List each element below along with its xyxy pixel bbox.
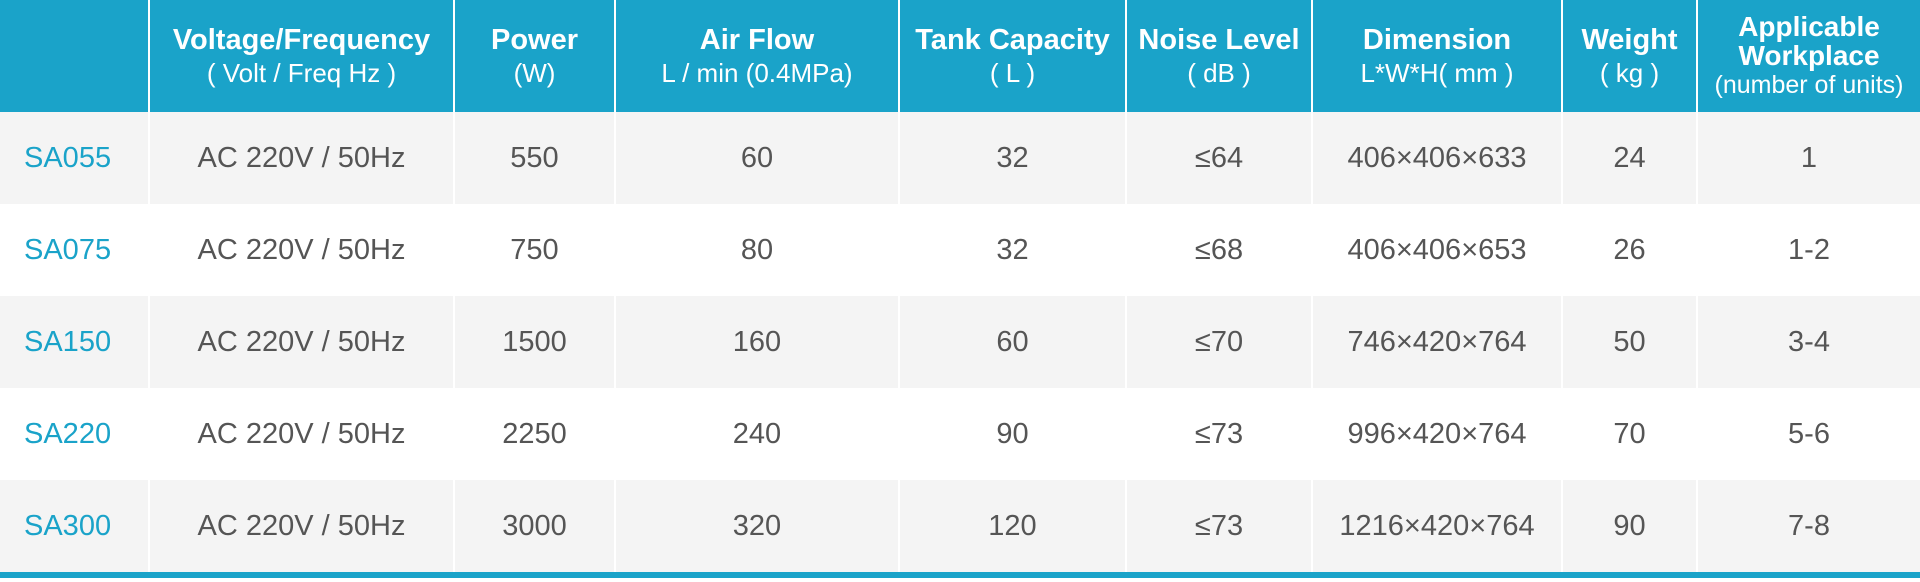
header-weight: Weight ( kg ) <box>1562 0 1698 112</box>
table-row: SA150 AC 220V / 50Hz 1500 160 60 ≤70 746… <box>0 296 1920 388</box>
cell-power: 1500 <box>454 296 616 388</box>
cell-tank: 60 <box>899 296 1127 388</box>
header-workplace: Applicable Workplace (number of units) <box>1697 0 1920 112</box>
cell-weight: 26 <box>1562 204 1698 296</box>
cell-power: 2250 <box>454 388 616 480</box>
cell-model: SA150 <box>0 296 150 388</box>
table-row: SA075 AC 220V / 50Hz 750 80 32 ≤68 406×4… <box>0 204 1920 296</box>
cell-workplace: 7-8 <box>1697 480 1920 572</box>
header-voltage-title: Voltage/Frequency <box>172 24 431 56</box>
header-noise: Noise Level ( dB ) <box>1126 0 1313 112</box>
cell-airflow: 320 <box>615 480 900 572</box>
header-voltage: Voltage/Frequency ( Volt / Freq Hz ) <box>149 0 455 112</box>
header-airflow-title: Air Flow <box>699 24 815 56</box>
header-airflow: Air Flow L / min (0.4MPa) <box>615 0 900 112</box>
table-row: SA055 AC 220V / 50Hz 550 60 32 ≤64 406×4… <box>0 112 1920 204</box>
bottom-divider <box>0 572 1920 578</box>
cell-voltage: AC 220V / 50Hz <box>149 388 455 480</box>
cell-dimension: 406×406×653 <box>1312 204 1563 296</box>
cell-workplace: 1-2 <box>1697 204 1920 296</box>
header-row: Voltage/Frequency ( Volt / Freq Hz ) Pow… <box>0 0 1920 112</box>
header-workplace-unit: (number of units) <box>1714 71 1904 100</box>
cell-noise: ≤73 <box>1126 480 1313 572</box>
cell-power: 3000 <box>454 480 616 572</box>
cell-weight: 50 <box>1562 296 1698 388</box>
header-tank-title: Tank Capacity <box>915 24 1110 56</box>
cell-model: SA055 <box>0 112 150 204</box>
table-row: SA220 AC 220V / 50Hz 2250 240 90 ≤73 996… <box>0 388 1920 480</box>
cell-weight: 70 <box>1562 388 1698 480</box>
cell-airflow: 80 <box>615 204 900 296</box>
cell-dimension: 406×406×633 <box>1312 112 1563 204</box>
header-tank-unit: ( L ) <box>989 57 1036 88</box>
cell-voltage: AC 220V / 50Hz <box>149 112 455 204</box>
header-power-unit: (W) <box>513 57 556 88</box>
cell-dimension: 996×420×764 <box>1312 388 1563 480</box>
header-voltage-unit: ( Volt / Freq Hz ) <box>206 57 397 88</box>
cell-workplace: 3-4 <box>1697 296 1920 388</box>
cell-model: SA075 <box>0 204 150 296</box>
header-airflow-unit: L / min (0.4MPa) <box>661 57 853 88</box>
cell-noise: ≤73 <box>1126 388 1313 480</box>
header-workplace-title: Applicable Workplace <box>1738 10 1880 71</box>
cell-power: 550 <box>454 112 616 204</box>
cell-tank: 90 <box>899 388 1127 480</box>
header-weight-unit: ( kg ) <box>1599 57 1660 88</box>
cell-airflow: 160 <box>615 296 900 388</box>
cell-noise: ≤68 <box>1126 204 1313 296</box>
cell-weight: 24 <box>1562 112 1698 204</box>
header-power-title: Power <box>490 24 579 56</box>
table-row: SA300 AC 220V / 50Hz 3000 320 120 ≤73 12… <box>0 480 1920 572</box>
cell-power: 750 <box>454 204 616 296</box>
cell-airflow: 240 <box>615 388 900 480</box>
cell-weight: 90 <box>1562 480 1698 572</box>
cell-dimension: 1216×420×764 <box>1312 480 1563 572</box>
header-dimension-unit: L*W*H( mm ) <box>1360 57 1514 88</box>
cell-voltage: AC 220V / 50Hz <box>149 296 455 388</box>
cell-tank: 32 <box>899 112 1127 204</box>
header-dimension: Dimension L*W*H( mm ) <box>1312 0 1563 112</box>
header-dimension-title: Dimension <box>1362 24 1512 56</box>
cell-noise: ≤64 <box>1126 112 1313 204</box>
cell-voltage: AC 220V / 50Hz <box>149 204 455 296</box>
header-tank: Tank Capacity ( L ) <box>899 0 1127 112</box>
header-model <box>0 0 150 112</box>
cell-model: SA220 <box>0 388 150 480</box>
header-noise-unit: ( dB ) <box>1187 57 1251 88</box>
header-noise-title: Noise Level <box>1138 24 1300 56</box>
header-power: Power (W) <box>454 0 616 112</box>
cell-airflow: 60 <box>615 112 900 204</box>
cell-workplace: 5-6 <box>1697 388 1920 480</box>
cell-noise: ≤70 <box>1126 296 1313 388</box>
cell-workplace: 1 <box>1697 112 1920 204</box>
cell-dimension: 746×420×764 <box>1312 296 1563 388</box>
cell-voltage: AC 220V / 50Hz <box>149 480 455 572</box>
cell-model: SA300 <box>0 480 150 572</box>
header-weight-title: Weight <box>1581 24 1678 56</box>
cell-tank: 120 <box>899 480 1127 572</box>
cell-tank: 32 <box>899 204 1127 296</box>
